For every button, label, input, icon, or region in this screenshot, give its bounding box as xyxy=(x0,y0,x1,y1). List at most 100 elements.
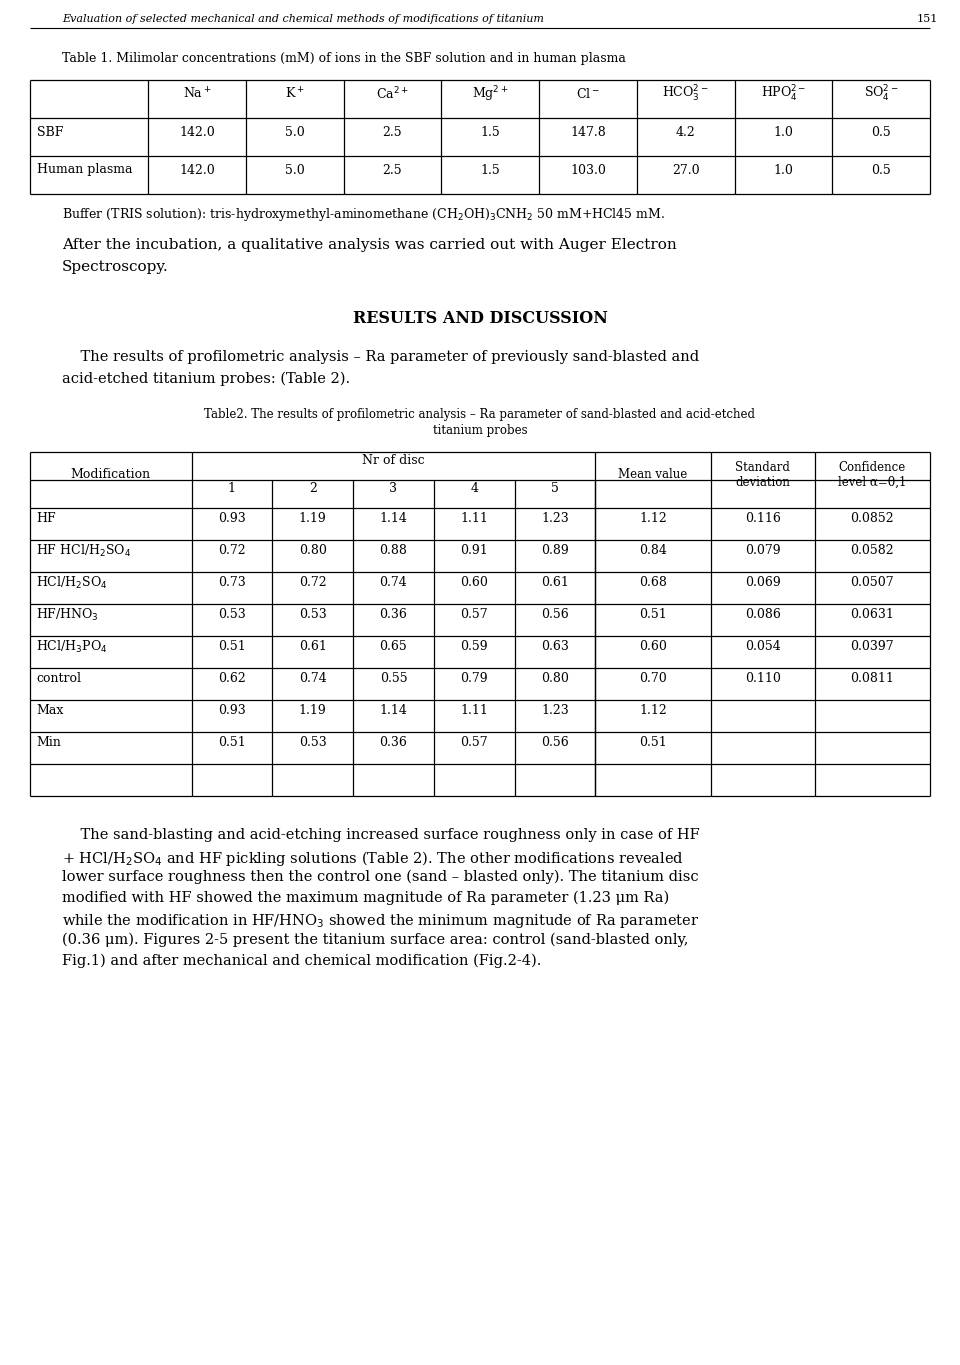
Text: acid-etched titanium probes: (Table 2).: acid-etched titanium probes: (Table 2). xyxy=(62,373,350,386)
Text: 0.5: 0.5 xyxy=(872,164,891,176)
Text: 0.56: 0.56 xyxy=(541,737,569,749)
Text: 3: 3 xyxy=(390,482,397,495)
Text: 1: 1 xyxy=(228,482,236,495)
Text: 1.12: 1.12 xyxy=(639,704,667,718)
Text: Fig.1) and after mechanical and chemical modification (Fig.2-4).: Fig.1) and after mechanical and chemical… xyxy=(62,954,541,968)
Text: modified with HF showed the maximum magnitude of Ra parameter (1.23 μm Ra): modified with HF showed the maximum magn… xyxy=(62,891,669,905)
Text: 0.51: 0.51 xyxy=(639,737,667,749)
Text: 1.14: 1.14 xyxy=(379,512,407,526)
Text: 1.11: 1.11 xyxy=(460,704,489,718)
Text: HCO$_3^{2-}$: HCO$_3^{2-}$ xyxy=(662,85,708,104)
Text: 0.56: 0.56 xyxy=(541,609,569,621)
Text: 0.116: 0.116 xyxy=(745,512,780,526)
Text: The results of profilometric analysis – Ra parameter of previously sand-blasted : The results of profilometric analysis – … xyxy=(62,349,699,364)
Text: 0.36: 0.36 xyxy=(379,737,407,749)
Text: 0.5: 0.5 xyxy=(872,126,891,138)
Text: 0.51: 0.51 xyxy=(639,609,667,621)
Text: 0.80: 0.80 xyxy=(541,673,569,685)
Text: HCl/H$_2$SO$_4$: HCl/H$_2$SO$_4$ xyxy=(36,575,108,591)
Text: Standard
deviation: Standard deviation xyxy=(735,461,790,489)
Text: 5.0: 5.0 xyxy=(285,164,304,176)
Text: Table2. The results of profilometric analysis – Ra parameter of sand-blasted and: Table2. The results of profilometric ana… xyxy=(204,408,756,420)
Text: 2: 2 xyxy=(309,482,317,495)
Text: 0.72: 0.72 xyxy=(218,545,246,557)
Text: 0.054: 0.054 xyxy=(745,640,780,654)
Text: while the modification in HF/HNO$_3$ showed the minimum magnitude of Ra paramete: while the modification in HF/HNO$_3$ sho… xyxy=(62,912,699,930)
Text: SBF: SBF xyxy=(37,126,63,138)
Text: Nr of disc: Nr of disc xyxy=(362,455,424,467)
Text: 0.086: 0.086 xyxy=(745,609,780,621)
Text: 103.0: 103.0 xyxy=(570,164,606,176)
Text: K$^+$: K$^+$ xyxy=(285,86,304,101)
Text: RESULTS AND DISCUSSION: RESULTS AND DISCUSSION xyxy=(352,310,608,328)
Text: 1.11: 1.11 xyxy=(460,512,489,526)
Text: 1.19: 1.19 xyxy=(299,512,326,526)
Text: 0.53: 0.53 xyxy=(218,609,246,621)
Text: control: control xyxy=(36,673,81,685)
Text: 1.12: 1.12 xyxy=(639,512,667,526)
Text: lower surface roughness then the control one (sand – blasted only). The titanium: lower surface roughness then the control… xyxy=(62,870,699,885)
Text: 0.55: 0.55 xyxy=(379,673,407,685)
Text: 5: 5 xyxy=(551,482,559,495)
Text: 27.0: 27.0 xyxy=(672,164,700,176)
Text: Min: Min xyxy=(36,737,60,749)
Text: 147.8: 147.8 xyxy=(570,126,606,138)
Text: The sand-blasting and acid-etching increased surface roughness only in case of H: The sand-blasting and acid-etching incre… xyxy=(62,829,700,842)
Text: 0.0507: 0.0507 xyxy=(851,576,894,590)
Text: 0.59: 0.59 xyxy=(461,640,488,654)
Text: 151: 151 xyxy=(917,14,938,25)
Text: 5.0: 5.0 xyxy=(285,126,304,138)
Text: 0.53: 0.53 xyxy=(299,609,326,621)
Text: 1.23: 1.23 xyxy=(541,704,569,718)
Text: 0.0852: 0.0852 xyxy=(851,512,894,526)
Text: 1.0: 1.0 xyxy=(774,126,793,138)
Text: 0.57: 0.57 xyxy=(461,609,488,621)
Text: (0.36 μm). Figures 2-5 present the titanium surface area: control (sand-blasted : (0.36 μm). Figures 2-5 present the titan… xyxy=(62,934,688,947)
Text: 0.51: 0.51 xyxy=(218,737,246,749)
Text: SO$_4^{2-}$: SO$_4^{2-}$ xyxy=(864,85,899,104)
Text: HCl/H$_3$PO$_4$: HCl/H$_3$PO$_4$ xyxy=(36,639,108,655)
Text: 1.23: 1.23 xyxy=(541,512,569,526)
Text: 0.60: 0.60 xyxy=(460,576,489,590)
Text: 0.110: 0.110 xyxy=(745,673,780,685)
Text: Mg$^{2+}$: Mg$^{2+}$ xyxy=(471,85,509,104)
Text: 1.5: 1.5 xyxy=(480,164,500,176)
Text: 1.19: 1.19 xyxy=(299,704,326,718)
Text: 0.70: 0.70 xyxy=(639,673,667,685)
Text: Ca$^{2+}$: Ca$^{2+}$ xyxy=(376,86,409,102)
Text: After the incubation, a qualitative analysis was carried out with Auger Electron: After the incubation, a qualitative anal… xyxy=(62,238,677,253)
Text: 0.62: 0.62 xyxy=(218,673,246,685)
Text: 142.0: 142.0 xyxy=(179,126,215,138)
Text: 0.0397: 0.0397 xyxy=(851,640,894,654)
Text: Table 1. Milimolar concentrations (mM) of ions in the SBF solution and in human : Table 1. Milimolar concentrations (mM) o… xyxy=(62,52,626,66)
Text: Mean value: Mean value xyxy=(618,468,687,482)
Text: 0.0582: 0.0582 xyxy=(851,545,894,557)
Text: HF HCl/H$_2$SO$_4$: HF HCl/H$_2$SO$_4$ xyxy=(36,543,132,560)
Text: HF/HNO$_3$: HF/HNO$_3$ xyxy=(36,607,99,622)
Text: 0.61: 0.61 xyxy=(541,576,569,590)
Text: 2.5: 2.5 xyxy=(383,164,402,176)
Text: 0.93: 0.93 xyxy=(218,512,246,526)
Text: Cl$^-$: Cl$^-$ xyxy=(576,87,600,101)
Text: Buffer (TRIS solution): tris-hydroxymethyl-aminomethane (CH$_2$OH)$_3$CNH$_2$ 50: Buffer (TRIS solution): tris-hydroxymeth… xyxy=(62,206,665,222)
Text: 0.63: 0.63 xyxy=(541,640,569,654)
Text: 0.57: 0.57 xyxy=(461,737,488,749)
Text: 0.74: 0.74 xyxy=(299,673,326,685)
Text: titanium probes: titanium probes xyxy=(433,425,527,437)
Text: 1.5: 1.5 xyxy=(480,126,500,138)
Text: 0.60: 0.60 xyxy=(639,640,667,654)
Text: 4: 4 xyxy=(470,482,478,495)
Text: 0.80: 0.80 xyxy=(299,545,326,557)
Text: 0.88: 0.88 xyxy=(379,545,407,557)
Text: 2.5: 2.5 xyxy=(383,126,402,138)
Text: 0.79: 0.79 xyxy=(461,673,488,685)
Text: 0.74: 0.74 xyxy=(379,576,407,590)
Text: 1.14: 1.14 xyxy=(379,704,407,718)
Text: 1.0: 1.0 xyxy=(774,164,793,176)
Text: 0.65: 0.65 xyxy=(379,640,407,654)
Text: 142.0: 142.0 xyxy=(179,164,215,176)
Text: 0.53: 0.53 xyxy=(299,737,326,749)
Text: 0.069: 0.069 xyxy=(745,576,780,590)
Text: Modification: Modification xyxy=(71,468,151,482)
Text: Human plasma: Human plasma xyxy=(37,164,132,176)
